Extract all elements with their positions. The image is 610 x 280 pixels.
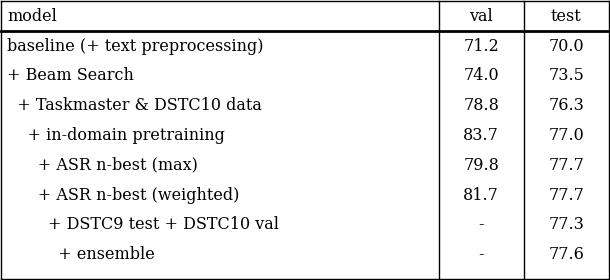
Text: 77.0: 77.0 [548, 127, 584, 144]
Text: 81.7: 81.7 [463, 187, 499, 204]
Text: 76.3: 76.3 [548, 97, 584, 114]
Text: 77.3: 77.3 [548, 216, 584, 234]
Text: + ensemble: + ensemble [7, 246, 155, 263]
Text: + ASR n-best (weighted): + ASR n-best (weighted) [7, 187, 240, 204]
Text: -: - [478, 246, 484, 263]
Text: + in-domain pretraining: + in-domain pretraining [7, 127, 225, 144]
Text: 77.7: 77.7 [548, 157, 584, 174]
Text: 78.8: 78.8 [463, 97, 499, 114]
Text: 71.2: 71.2 [463, 38, 499, 55]
Text: test: test [551, 8, 581, 25]
Text: 77.7: 77.7 [548, 187, 584, 204]
Text: 73.5: 73.5 [548, 67, 584, 84]
Text: val: val [469, 8, 493, 25]
Text: baseline (+ text preprocessing): baseline (+ text preprocessing) [7, 38, 264, 55]
Text: + Beam Search: + Beam Search [7, 67, 134, 84]
Text: -: - [478, 216, 484, 234]
Text: 77.6: 77.6 [548, 246, 584, 263]
Text: + Taskmaster & DSTC10 data: + Taskmaster & DSTC10 data [7, 97, 262, 114]
Text: 79.8: 79.8 [463, 157, 499, 174]
Text: 74.0: 74.0 [463, 67, 499, 84]
Text: 70.0: 70.0 [548, 38, 584, 55]
Text: + ASR n-best (max): + ASR n-best (max) [7, 157, 198, 174]
Text: model: model [7, 8, 57, 25]
Text: 83.7: 83.7 [463, 127, 499, 144]
Text: + DSTC9 test + DSTC10 val: + DSTC9 test + DSTC10 val [7, 216, 279, 234]
